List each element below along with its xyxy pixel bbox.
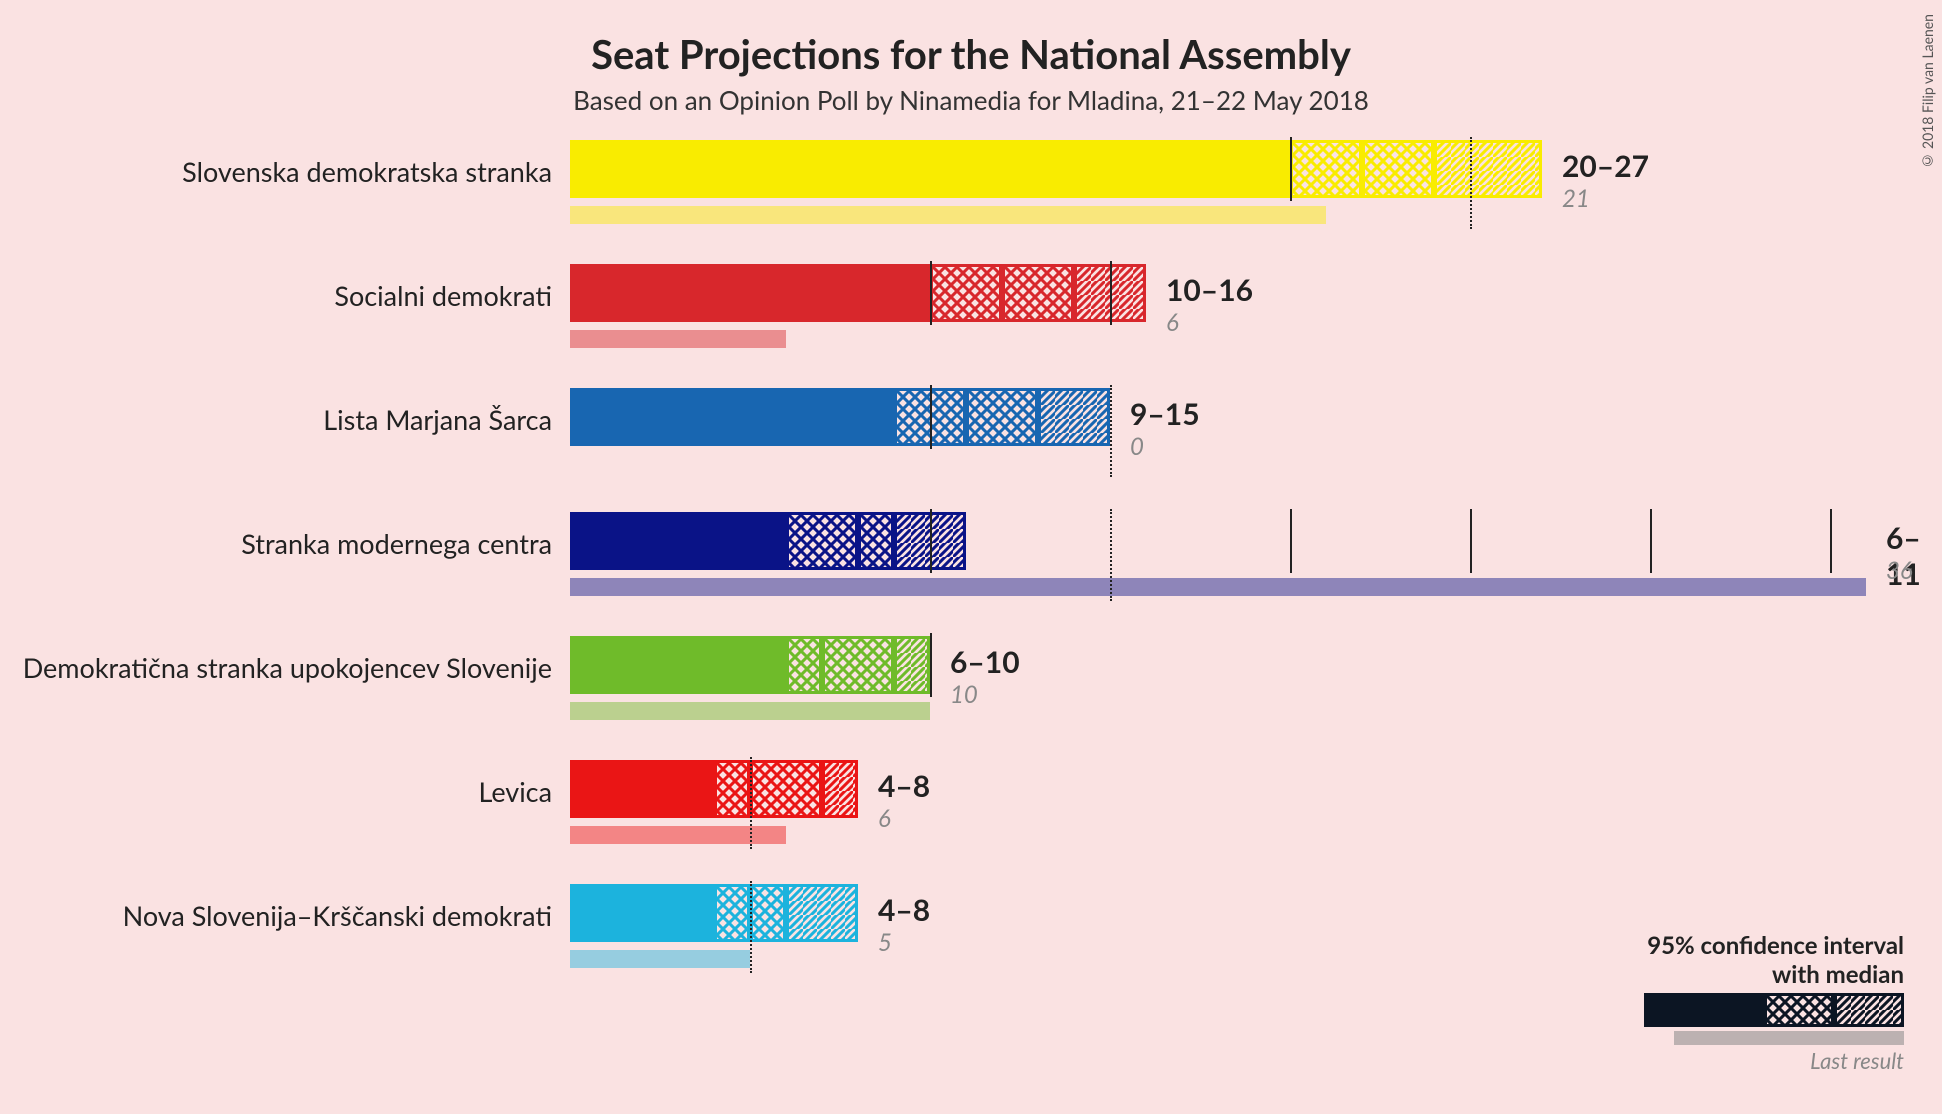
legend-line2: with median	[1644, 960, 1904, 989]
ci-bar-diagonal	[1434, 140, 1542, 198]
party-row: Socialni demokrati10–166	[570, 264, 1920, 388]
ci-bar-crosshatch	[786, 636, 822, 694]
ci-bar-crosshatch	[822, 636, 894, 694]
axis-tick-dotted	[1110, 385, 1112, 477]
last-result-label: 10	[950, 680, 978, 709]
range-label: 4–8	[878, 892, 930, 928]
legend-ci-bar	[1644, 993, 1904, 1027]
last-result-bar	[570, 950, 750, 968]
ci-bar-diagonal	[786, 884, 858, 942]
copyright-text: © 2018 Filip van Laenen	[1919, 14, 1936, 170]
axis-tick	[930, 633, 932, 697]
axis-tick	[1470, 509, 1472, 573]
last-result-label: 0	[1130, 432, 1144, 461]
axis-tick	[930, 385, 932, 449]
ci-bar-solid	[570, 140, 1290, 198]
ci-bar-crosshatch	[750, 760, 822, 818]
ci-bar-crosshatch	[714, 760, 750, 818]
last-result-bar	[570, 702, 930, 720]
ci-bar-solid	[570, 760, 714, 818]
axis-tick-dotted	[750, 757, 752, 849]
last-result-label: 36	[1886, 556, 1913, 585]
ci-bar-crosshatch	[966, 388, 1038, 446]
last-result-label: 6	[1166, 308, 1179, 337]
last-result-bar	[570, 578, 1866, 596]
ci-bar-crosshatch	[750, 884, 786, 942]
legend-last-label: Last result	[1644, 1047, 1904, 1074]
ci-bar-crosshatch	[930, 264, 1002, 322]
party-label: Lista Marjana Šarca	[323, 403, 552, 436]
legend: 95% confidence interval with median Last…	[1644, 931, 1904, 1074]
party-label: Socialni demokrati	[334, 279, 552, 312]
axis-tick	[1110, 261, 1112, 325]
last-result-bar	[570, 206, 1326, 224]
axis-tick	[930, 509, 932, 573]
last-result-label: 21	[1562, 184, 1590, 213]
party-row: Demokratična stranka upokojencev Sloveni…	[570, 636, 1920, 760]
chart-area: Slovenska demokratska stranka20–2721Soci…	[570, 140, 1920, 1008]
party-row: Levica4–86	[570, 760, 1920, 884]
axis-tick-dotted	[1110, 509, 1112, 601]
chart-subtitle: Based on an Opinion Poll by Ninamedia fo…	[0, 84, 1942, 116]
axis-tick	[1650, 509, 1652, 573]
party-row: Lista Marjana Šarca9–150	[570, 388, 1920, 512]
ci-bar-crosshatch	[1362, 140, 1434, 198]
legend-last-bar	[1674, 1031, 1904, 1045]
ci-bar-crosshatch	[858, 512, 894, 570]
axis-tick-dotted	[750, 881, 752, 973]
range-label: 20–27	[1562, 148, 1649, 184]
last-result-label: 5	[878, 928, 892, 957]
last-result-label: 6	[878, 804, 891, 833]
legend-line1: 95% confidence interval	[1644, 931, 1904, 960]
range-label: 9–15	[1130, 396, 1200, 432]
party-label: Stranka modernega centra	[241, 527, 552, 560]
ci-bar-solid	[570, 512, 786, 570]
ci-bar-diagonal	[1038, 388, 1110, 446]
last-result-bar	[570, 826, 786, 844]
chart-title: Seat Projections for the National Assemb…	[0, 0, 1942, 78]
ci-bar-solid	[570, 884, 714, 942]
party-row: Slovenska demokratska stranka20–2721	[570, 140, 1920, 264]
range-label: 10–16	[1166, 272, 1253, 308]
range-label: 4–8	[878, 768, 930, 804]
ci-bar-diagonal	[894, 636, 930, 694]
axis-tick-dotted	[1470, 137, 1472, 229]
party-row: Stranka modernega centra6–1136	[570, 512, 1920, 636]
axis-tick	[1290, 509, 1292, 573]
ci-bar-crosshatch	[1002, 264, 1074, 322]
ci-bar-crosshatch	[714, 884, 750, 942]
axis-tick	[930, 261, 932, 325]
ci-bar-diagonal	[822, 760, 858, 818]
last-result-bar	[570, 330, 786, 348]
ci-bar-solid	[570, 636, 786, 694]
party-label: Slovenska demokratska stranka	[182, 155, 552, 188]
axis-tick	[1830, 509, 1832, 573]
ci-bar-solid	[570, 264, 930, 322]
ci-bar-solid	[570, 388, 894, 446]
party-label: Nova Slovenija–Krščanski demokrati	[123, 899, 552, 932]
party-label: Demokratična stranka upokojencev Sloveni…	[23, 651, 552, 684]
party-label: Levica	[478, 775, 552, 808]
axis-tick	[1290, 137, 1292, 201]
ci-bar-crosshatch	[786, 512, 858, 570]
ci-bar-crosshatch	[1290, 140, 1362, 198]
range-label: 6–10	[950, 644, 1020, 680]
